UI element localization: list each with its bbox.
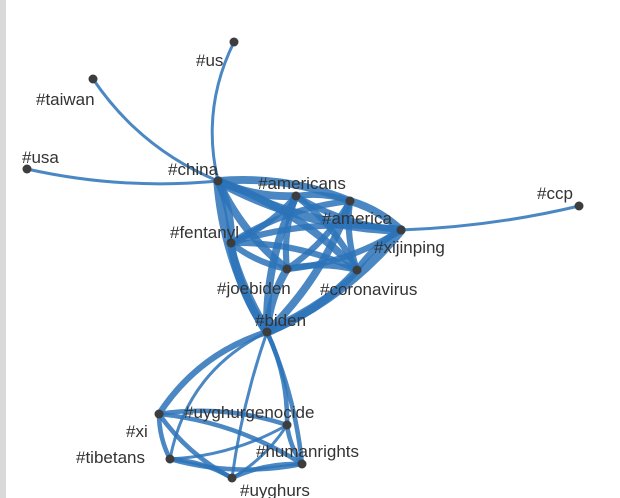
node-usa[interactable] xyxy=(22,164,32,174)
node-label-china: #china xyxy=(168,160,219,179)
edge-humanrights-uyghurs xyxy=(229,461,305,481)
edge-xijinping-fentanyl xyxy=(227,222,405,247)
node-label-xi: #xi xyxy=(126,422,148,441)
edge-america-fentanyl xyxy=(227,197,354,247)
edge-xi-humanrights xyxy=(156,411,305,467)
node-label-uyghurgenocide: #uyghurgenocide xyxy=(184,403,314,422)
edge-uyghurgenocide-tibetans xyxy=(168,423,289,461)
node-label-coronavirus: #coronavirus xyxy=(320,280,417,299)
label-layer: #us #taiwan #usa #china #americans #america #x… xyxy=(22,51,573,498)
window-left-border xyxy=(0,0,6,498)
edge-fentanyl-coronavirus xyxy=(227,239,361,274)
edge-biden-uyghurs xyxy=(230,330,269,480)
node-label-tibetans: #tibetans xyxy=(76,448,145,467)
node-us[interactable] xyxy=(229,37,239,47)
node-uyghurs[interactable] xyxy=(227,473,237,483)
edge-joebiden-biden xyxy=(263,265,291,336)
node-china[interactable] xyxy=(213,176,223,186)
edge-tibetans-uyghurs xyxy=(167,456,235,481)
edge-joebiden-coronavirus xyxy=(283,262,361,274)
node-tibetans[interactable] xyxy=(165,454,175,464)
edge-fentanyl-biden xyxy=(227,239,271,336)
node-label-joebiden: #joebiden xyxy=(217,279,291,298)
node-taiwan[interactable] xyxy=(88,74,98,84)
node-label-america: #america xyxy=(322,209,392,228)
node-xi[interactable] xyxy=(154,409,164,419)
edge-layer xyxy=(25,40,581,481)
node-uyghurgenocide[interactable] xyxy=(282,420,292,430)
node-label-ccp: #ccp xyxy=(537,184,573,203)
edge-america-biden xyxy=(263,197,354,336)
node-fentanyl[interactable] xyxy=(226,238,236,248)
node-biden[interactable] xyxy=(262,327,272,337)
node-joebiden[interactable] xyxy=(282,264,292,274)
node-layer xyxy=(22,37,584,483)
node-xijinping[interactable] xyxy=(396,225,406,235)
node-ccp[interactable] xyxy=(574,201,584,211)
node-label-humanrights: #humanrights xyxy=(256,442,359,461)
node-americans[interactable] xyxy=(291,191,301,201)
node-coronavirus[interactable] xyxy=(352,265,362,275)
node-america[interactable] xyxy=(345,196,355,206)
edge-china-taiwan xyxy=(91,77,220,183)
edge-china-us xyxy=(210,40,236,183)
node-label-uyghurs: #uyghurs xyxy=(240,481,310,498)
node-label-us: #us xyxy=(196,51,223,70)
node-label-xijinping: #xijinping xyxy=(374,238,445,257)
edge-biden-xi xyxy=(155,328,271,418)
node-label-fentanyl: #fentanyl xyxy=(170,223,239,242)
edge-xi-uyghurgenocide xyxy=(156,408,290,428)
node-label-usa: #usa xyxy=(22,148,59,167)
edge-china-usa xyxy=(25,167,220,186)
edge-coronavirus-biden xyxy=(263,266,361,336)
node-humanrights[interactable] xyxy=(297,459,307,469)
node-label-biden: #biden xyxy=(255,311,306,330)
node-label-americans: #americans xyxy=(258,174,346,193)
edge-biden-tibetans xyxy=(168,330,269,461)
node-label-taiwan: #taiwan xyxy=(36,90,95,109)
edge-biden-humanrights xyxy=(264,329,305,467)
edge-xijinping-ccp xyxy=(399,204,581,232)
